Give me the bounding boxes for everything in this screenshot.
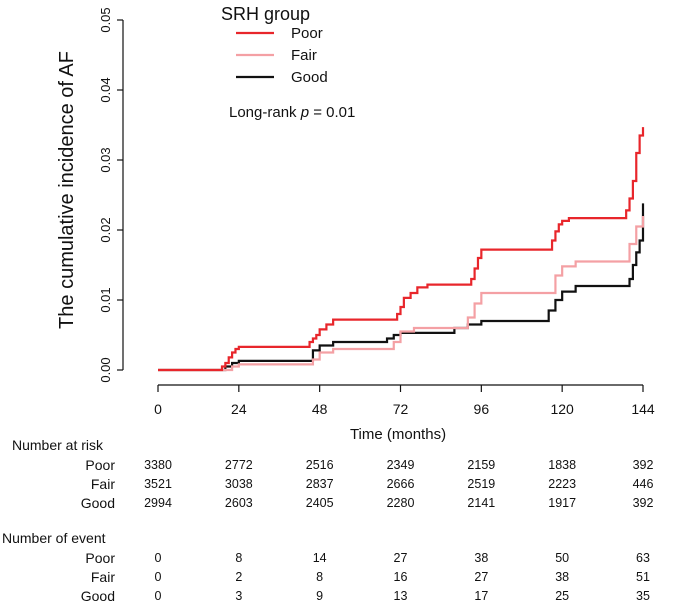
event-cell: 8: [235, 551, 243, 565]
y-axis-label: The cumulative incidence of AF: [56, 51, 78, 329]
x-tick-label: 120: [550, 401, 574, 417]
risk-cell: 446: [632, 477, 654, 491]
risk-cell: 3521: [144, 477, 172, 491]
event-table-title: Number of event: [2, 530, 106, 546]
x-tick-label: 96: [474, 401, 490, 417]
risk-cell: 2994: [144, 496, 172, 510]
risk-cell: 2837: [305, 477, 334, 491]
event-cell: 3: [235, 589, 243, 603]
event-cell: 51: [636, 570, 650, 584]
x-tick-label: 144: [631, 401, 655, 417]
event-cell: 2: [235, 570, 243, 584]
y-tick-label: 0.04: [98, 77, 113, 102]
risk-cell: 3380: [144, 458, 172, 472]
risk-cell: 1917: [548, 496, 577, 510]
legend-title: SRH group: [221, 4, 310, 24]
event-cell: 13: [393, 589, 408, 603]
risk-row-label-fair: Fair: [90, 476, 115, 492]
legend-entry-fair: Fair: [291, 47, 317, 64]
event-cell: 0: [154, 551, 162, 565]
risk-cell: 2772: [224, 458, 253, 472]
x-tick-label: 72: [393, 401, 409, 417]
y-tick-label: 0.01: [98, 287, 113, 312]
event-cell: 38: [474, 551, 489, 565]
event-cell: 0: [154, 570, 162, 584]
risk-cell: 2666: [386, 477, 415, 491]
risk-row-label-poor: Poor: [85, 457, 115, 473]
x-tick-label: 24: [231, 401, 247, 417]
event-row-label-fair: Fair: [90, 569, 115, 585]
risk-cell: 2159: [467, 458, 496, 472]
risk-cell: 3038: [224, 477, 253, 491]
risk-cell: 2516: [305, 458, 334, 472]
event-cell: 14: [312, 551, 327, 565]
annotation-suffix: = 0.01: [309, 104, 355, 121]
event-cell: 9: [316, 589, 324, 603]
x-axis-label: Time (months): [350, 426, 446, 443]
event-cell: 35: [636, 589, 650, 603]
event-cell: 63: [636, 551, 650, 565]
annotation-prefix: Long-rank: [229, 104, 301, 121]
risk-cell: 2280: [386, 496, 415, 510]
risk-cell: 392: [632, 458, 654, 472]
risk-row-label-good: Good: [80, 495, 115, 511]
event-cell: 27: [393, 551, 408, 565]
logrank-annotation: Long-rank p = 0.01: [229, 104, 355, 121]
y-tick-label: 0.05: [98, 7, 113, 32]
risk-cell: 2405: [305, 496, 334, 510]
risk-cell: 2223: [548, 477, 577, 491]
risk-cell: 1838: [548, 458, 577, 472]
legend-entry-poor: Poor: [291, 25, 323, 42]
risk-cell: 2349: [386, 458, 415, 472]
event-cell: 50: [555, 551, 570, 565]
series-line-good: [158, 203, 645, 372]
cumulative-incidence-chart: 0.000.010.020.030.040.050 24 48 72 96 120 144 …: [56, 4, 655, 443]
y-tick-label: 0.00: [98, 357, 113, 382]
chart-axes: 0.00 0.01 0.02 0.03 0.04 0.05 0 24 48 72 96 120 144: [98, 7, 655, 417]
chart-curves: [158, 127, 645, 372]
x-tick-label: 0: [154, 401, 162, 417]
event-cell: 16: [393, 570, 408, 584]
series-line-poor: [158, 127, 645, 372]
event-cell: 8: [316, 570, 324, 584]
event-row-label-poor: Poor: [85, 550, 115, 566]
event-row-label-good: Good: [80, 588, 115, 604]
y-tick-label: 0.02: [98, 217, 113, 242]
risk-cell: 2141: [467, 496, 496, 510]
event-cell: 38: [555, 570, 570, 584]
legend-entry-good: Good: [291, 69, 328, 86]
event-cell: 25: [555, 589, 570, 603]
x-tick-label: 48: [312, 401, 328, 417]
series-line-fair: [158, 216, 645, 372]
risk-table-title: Number at risk: [12, 437, 104, 453]
y-tick-label: 0.03: [98, 147, 113, 172]
risk-cell: 392: [632, 496, 654, 510]
event-cell: 0: [154, 589, 162, 603]
risk-cell: 2519: [467, 477, 496, 491]
event-cell: 27: [474, 570, 489, 584]
event-cell: 17: [474, 589, 489, 603]
annotation-p: p: [300, 104, 309, 121]
risk-cell: 2603: [224, 496, 253, 510]
